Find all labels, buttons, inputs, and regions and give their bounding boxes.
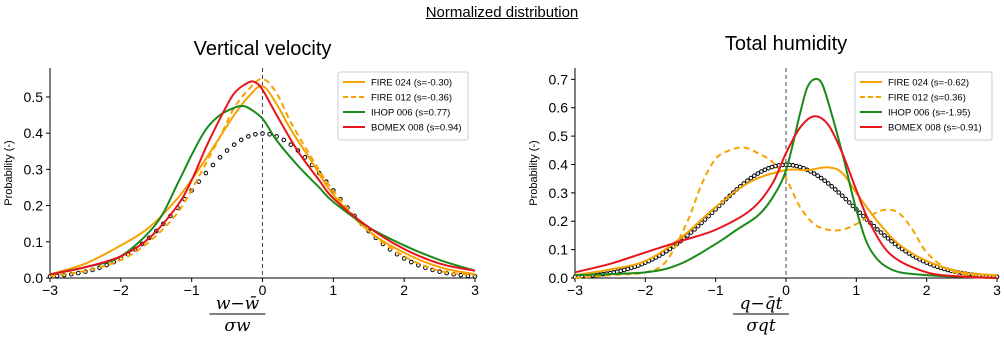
series-line (49, 80, 476, 276)
x-tick-label: −2 (113, 282, 129, 298)
gaussian-reference-point (815, 173, 820, 178)
gaussian-reference-point (829, 184, 835, 189)
gaussian-reference-point (836, 190, 842, 195)
gaussian-reference-point (437, 269, 442, 274)
gaussian-reference-point (76, 270, 81, 276)
series-line (574, 166, 998, 277)
y-tick-label: 0.5 (24, 89, 44, 105)
x-tick-label: 0 (259, 282, 267, 298)
gaussian-reference-point (458, 272, 464, 278)
y-tick-label: 0.1 (549, 242, 569, 258)
legend-label: FIRE 012 (s=0.36) (888, 93, 966, 104)
x-tick-label: −3 (567, 282, 583, 298)
y-tick-label: 0.4 (24, 125, 44, 141)
x-tick-label: 1 (329, 282, 337, 298)
y-tick-label: 0.2 (549, 213, 569, 229)
series-line (49, 85, 476, 276)
x-tick-label: 0 (782, 282, 790, 298)
gaussian-reference-point (857, 210, 863, 216)
legend-label: BOMEX 008 (s=0.94) (371, 123, 462, 134)
gaussian-reference-point (832, 187, 838, 192)
y-tick-label: 0.1 (24, 234, 44, 250)
gaussian-reference-point (759, 169, 764, 174)
gaussian-reference-point (878, 230, 884, 235)
y-tick-label: 0.2 (24, 198, 44, 214)
series-line (574, 146, 998, 279)
gaussian-reference-point (246, 134, 251, 139)
series-line (574, 115, 998, 279)
gaussian-reference-point (818, 175, 824, 181)
y-tick-label: 0.5 (549, 128, 569, 144)
legend-label: IHOP 006 (s=0.77) (371, 108, 450, 119)
gaussian-reference-point (861, 213, 866, 219)
y-axis-label: Probability (-) (3, 140, 15, 205)
x-tick-label: −3 (42, 282, 58, 298)
gaussian-reference-point (847, 200, 852, 205)
gaussian-reference-point (889, 238, 894, 244)
gaussian-reference-point (224, 148, 230, 153)
y-tick-label: 0.3 (549, 185, 569, 201)
gaussian-reference-point (843, 196, 849, 202)
gaussian-reference-point (885, 236, 891, 241)
y-tick-label: 0.7 (549, 71, 569, 87)
legend-label: FIRE 024 (s=-0.30) (371, 78, 452, 89)
gaussian-reference-point (253, 131, 258, 137)
y-tick-label: 0.3 (24, 161, 44, 177)
legend-label: FIRE 012 (s=-0.36) (371, 93, 452, 104)
gaussian-reference-point (702, 217, 708, 222)
gaussian-reference-point (790, 163, 796, 168)
x-tick-label: 1 (852, 282, 860, 298)
y-tick-label: 0.0 (549, 270, 569, 286)
y-tick-label: 0.0 (24, 270, 44, 286)
x-tick-label: −1 (184, 282, 200, 298)
gaussian-reference-point (692, 227, 697, 232)
x-tick-label: 3 (471, 282, 479, 298)
gaussian-reference-point (260, 131, 265, 136)
gaussian-reference-point (688, 230, 694, 235)
series-line (574, 77, 998, 279)
x-tick-label: 2 (923, 282, 931, 298)
gaussian-reference-point (882, 233, 887, 238)
x-tick-label: 3 (993, 282, 1001, 298)
y-tick-label: 0.6 (549, 100, 569, 116)
x-tick-label: −1 (708, 282, 724, 298)
legend-label: BOMEX 008 (s=-0.91) (888, 123, 982, 134)
gaussian-reference-point (210, 162, 216, 168)
x-tick-label: 2 (400, 282, 408, 298)
gaussian-reference-point (822, 178, 827, 183)
gaussian-reference-point (203, 170, 209, 176)
gaussian-reference-point (752, 173, 757, 178)
gaussian-reference-point (238, 137, 244, 143)
figure-title: Normalized distribution (425, 4, 579, 21)
gaussian-reference-point (231, 142, 237, 147)
gaussian-reference-point (217, 155, 223, 160)
gaussian-reference-point (281, 137, 287, 143)
x-axis-label-denominator: σw (224, 316, 251, 336)
gaussian-reference-point (104, 262, 109, 268)
legend-box (854, 71, 993, 141)
gaussian-reference-point (839, 193, 845, 199)
x-tick-label: −2 (637, 282, 653, 298)
gaussian-reference-point (825, 181, 831, 186)
gaussian-reference-point (699, 220, 704, 226)
gaussian-reference-point (811, 171, 817, 176)
chart-title: Total humidity (725, 33, 847, 55)
gaussian-reference-point (748, 175, 754, 181)
series-line (49, 77, 476, 278)
gaussian-reference-point (408, 259, 414, 265)
y-axis-label: Probability (-) (528, 140, 540, 205)
gaussian-reference-point (755, 171, 761, 176)
x-axis-label-numerator: w−w̄ (216, 294, 260, 314)
x-axis-label-denominator: σqt (746, 316, 775, 336)
gaussian-reference-point (695, 223, 701, 229)
legend-label: FIRE 024 (s=-0.62) (888, 78, 969, 89)
gaussian-reference-point (875, 227, 880, 232)
chart-title: Vertical velocity (194, 38, 332, 60)
y-tick-label: 0.4 (549, 156, 569, 172)
legend-label: IHOP 006 (s=-1.95) (888, 108, 970, 119)
legend-box (337, 71, 469, 141)
x-axis-label-numerator: q−q̄t (740, 294, 783, 314)
